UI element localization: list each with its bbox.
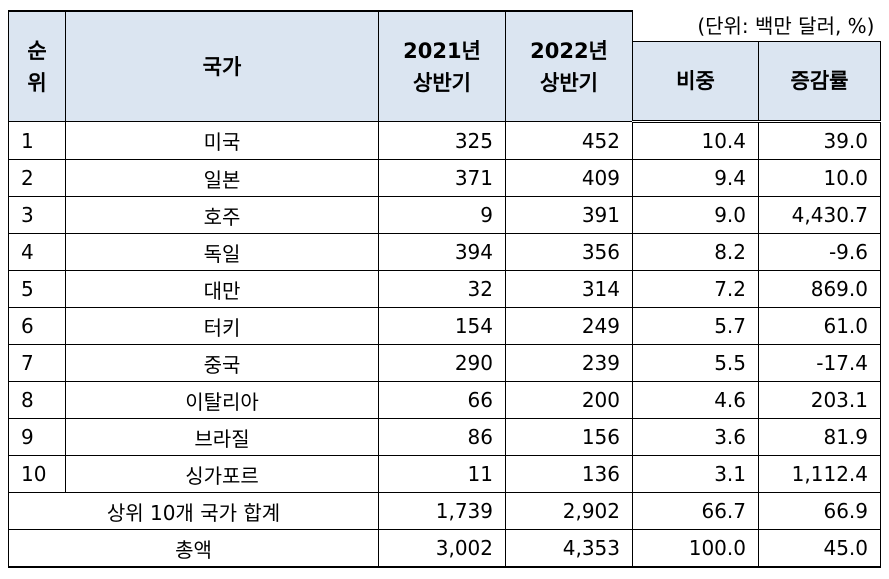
cell-growth: 39.0: [758, 121, 881, 160]
cell-growth: 10.0: [758, 159, 881, 197]
cell-growth: 203.1: [758, 381, 881, 419]
table-row: 4 독일 394 356 8.2 -9.6: [8, 233, 881, 271]
table-header: 순 위 국가 2021년 상반기 2022년 상반기 (단위: 백만 달러, %…: [8, 10, 881, 123]
cell-2022: 239: [505, 344, 633, 382]
cell-2021: 371: [378, 159, 506, 197]
cell-rank: 3: [8, 196, 66, 234]
cell-2021: 32: [378, 270, 506, 308]
cell-share: 3.1: [632, 455, 759, 493]
cell-2021: 86: [378, 418, 506, 456]
cell-share: 7.2: [632, 270, 759, 308]
header-2022-line2: 상반기: [540, 70, 598, 95]
cell-share: 100.0: [632, 529, 759, 568]
table-row: 5 대만 32 314 7.2 869.0: [8, 270, 881, 308]
cell-2022: 156: [505, 418, 633, 456]
table-row: 10 싱가포르 11 136 3.1 1,112.4: [8, 455, 881, 493]
cell-2021: 1,739: [378, 492, 506, 530]
cell-2021: 325: [378, 121, 506, 160]
units-note: (단위: 백만 달러, %): [632, 11, 881, 42]
cell-2022: 136: [505, 455, 633, 493]
total-label: 상위 10개 국가 합계: [8, 492, 379, 530]
cell-rank: 10: [8, 455, 66, 493]
table-body: 1 미국 325 452 10.4 39.0 2 일본 371 409 9.4 10.0 3 호주 9 391…: [8, 121, 881, 568]
cell-rank: 1: [8, 121, 66, 160]
cell-growth: 869.0: [758, 270, 881, 308]
cell-rank: 2: [8, 159, 66, 197]
cell-growth: 66.9: [758, 492, 881, 530]
cell-share: 5.5: [632, 344, 759, 382]
header-2021-line2: 상반기: [413, 70, 471, 95]
header-growth: 증감률: [758, 41, 881, 123]
table-row: 8 이탈리아 66 200 4.6 203.1: [8, 381, 881, 419]
cell-2021: 154: [378, 307, 506, 345]
header-share: 비중: [632, 41, 759, 123]
cell-growth: -9.6: [758, 233, 881, 271]
table-row: 9 브라질 86 156 3.6 81.9: [8, 418, 881, 456]
cell-rank: 8: [8, 381, 66, 419]
cell-country: 일본: [65, 159, 379, 197]
cell-2022: 4,353: [505, 529, 633, 568]
cell-share: 8.2: [632, 233, 759, 271]
table-row: 2 일본 371 409 9.4 10.0: [8, 159, 881, 197]
cell-2022: 356: [505, 233, 633, 271]
cell-2022: 2,902: [505, 492, 633, 530]
cell-share: 5.7: [632, 307, 759, 345]
cell-rank: 5: [8, 270, 66, 308]
cell-country: 브라질: [65, 418, 379, 456]
cell-2022: 452: [505, 121, 633, 160]
total-label: 총액: [8, 529, 379, 568]
header-rank: 순 위: [8, 10, 66, 122]
header-rank-line2: 위: [27, 70, 47, 95]
cell-country: 터키: [65, 307, 379, 345]
cell-growth: 4,430.7: [758, 196, 881, 234]
table-row: 7 중국 290 239 5.5 -17.4: [8, 344, 881, 382]
cell-growth: 45.0: [758, 529, 881, 568]
cell-2021: 290: [378, 344, 506, 382]
cell-country: 싱가포르: [65, 455, 379, 493]
cell-share: 4.6: [632, 381, 759, 419]
cell-2021: 394: [378, 233, 506, 271]
export-by-country-table: 순 위 국가 2021년 상반기 2022년 상반기 (단위: 백만 달러, %…: [8, 10, 881, 568]
cell-country: 미국: [65, 121, 379, 160]
header-2021: 2021년 상반기: [378, 10, 506, 122]
cell-2022: 314: [505, 270, 633, 308]
cell-2022: 249: [505, 307, 633, 345]
cell-share: 66.7: [632, 492, 759, 530]
cell-rank: 7: [8, 344, 66, 382]
cell-country: 독일: [65, 233, 379, 271]
cell-growth: 81.9: [758, 418, 881, 456]
grand-total-row: 총액 3,002 4,353 100.0 45.0: [8, 529, 881, 568]
cell-growth: 61.0: [758, 307, 881, 345]
cell-2022: 391: [505, 196, 633, 234]
cell-country: 중국: [65, 344, 379, 382]
cell-2022: 200: [505, 381, 633, 419]
cell-country: 호주: [65, 196, 379, 234]
cell-country: 대만: [65, 270, 379, 308]
top10-total-row: 상위 10개 국가 합계 1,739 2,902 66.7 66.9: [8, 492, 881, 530]
cell-2022: 409: [505, 159, 633, 197]
cell-share: 10.4: [632, 121, 759, 160]
cell-share: 9.4: [632, 159, 759, 197]
cell-share: 9.0: [632, 196, 759, 234]
table-row: 6 터키 154 249 5.7 61.0: [8, 307, 881, 345]
header-2021-line1: 2021년: [403, 38, 481, 63]
header-2022-line1: 2022년: [530, 38, 608, 63]
cell-rank: 6: [8, 307, 66, 345]
cell-growth: -17.4: [758, 344, 881, 382]
cell-country: 이탈리아: [65, 381, 379, 419]
cell-rank: 9: [8, 418, 66, 456]
header-country: 국가: [65, 10, 379, 122]
cell-2021: 11: [378, 455, 506, 493]
cell-2021: 66: [378, 381, 506, 419]
cell-2021: 3,002: [378, 529, 506, 568]
cell-rank: 4: [8, 233, 66, 271]
cell-share: 3.6: [632, 418, 759, 456]
cell-2021: 9: [378, 196, 506, 234]
table-row: 3 호주 9 391 9.0 4,430.7: [8, 196, 881, 234]
header-rank-line1: 순: [27, 38, 47, 63]
cell-growth: 1,112.4: [758, 455, 881, 493]
header-2022: 2022년 상반기: [505, 10, 633, 122]
table-row: 1 미국 325 452 10.4 39.0: [8, 121, 881, 160]
